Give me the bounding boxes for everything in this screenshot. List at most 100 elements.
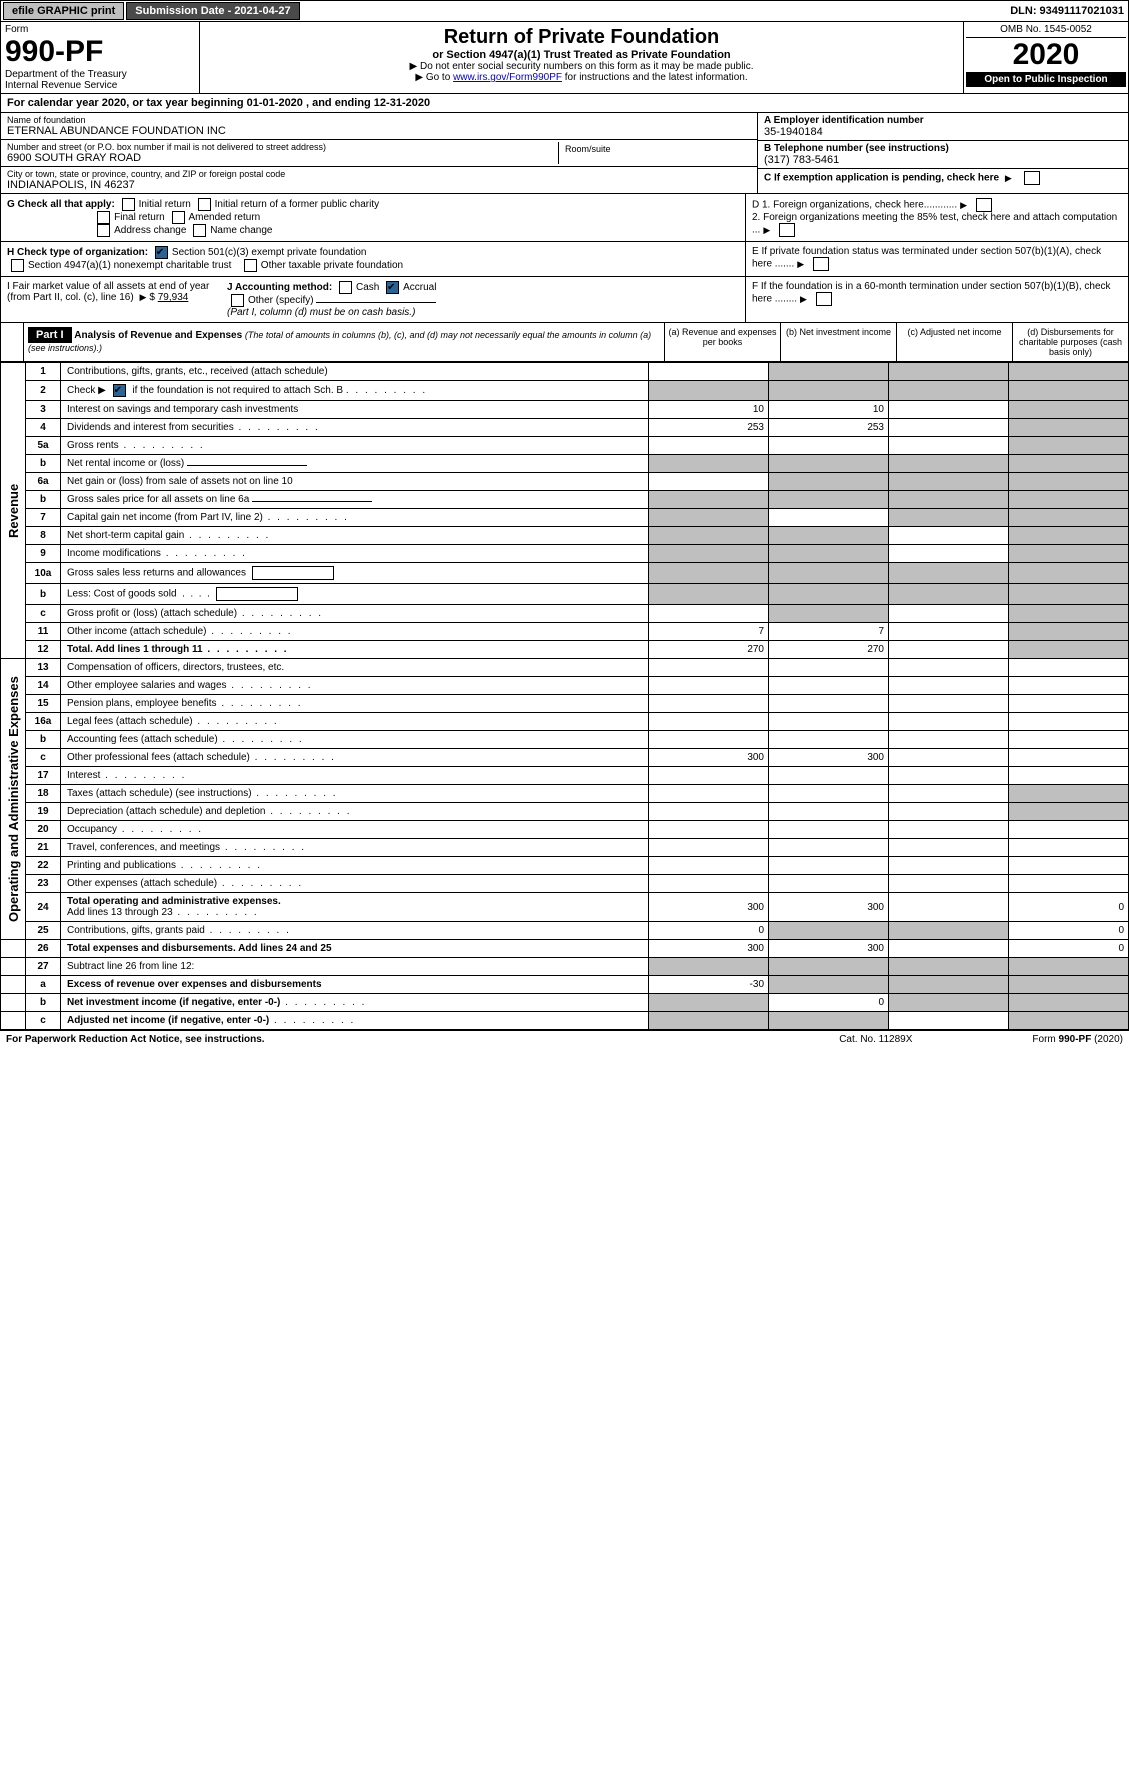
g-address-checkbox[interactable] — [97, 224, 110, 237]
line-desc: Gross sales price for all assets on line… — [61, 491, 649, 509]
j-cash-checkbox[interactable] — [339, 281, 352, 294]
city-label: City or town, state or province, country… — [7, 169, 751, 179]
note2: ▶ Go to www.irs.gov/Form990PF for instru… — [204, 72, 959, 83]
h2-checkbox[interactable] — [11, 259, 24, 272]
revenue-side-label: Revenue — [1, 363, 26, 659]
col-d-header: (d) Disbursements for charitable purpose… — [1012, 323, 1128, 361]
table-row: Operating and Administrative Expenses 13… — [1, 659, 1129, 677]
submission-button[interactable]: Submission Date - 2021-04-27 — [126, 2, 299, 20]
c-checkbox[interactable] — [1024, 171, 1040, 185]
line-num: 7 — [26, 509, 61, 527]
table-row: 25 Contributions, gifts, grants paid 0 0 — [1, 922, 1129, 940]
line-desc: Gross profit or (loss) (attach schedule) — [61, 605, 649, 623]
form-title: Return of Private Foundation — [204, 26, 959, 49]
name-cell: Name of foundation ETERNAL ABUNDANCE FOU… — [1, 113, 757, 140]
cell-val: 270 — [769, 641, 889, 659]
arrow-icon — [760, 225, 773, 236]
line-desc: Total operating and administrative expen… — [61, 893, 649, 922]
g-amended-checkbox[interactable] — [172, 211, 185, 224]
table-row: 18 Taxes (attach schedule) (see instruct… — [1, 785, 1129, 803]
line-desc: Capital gain net income (from Part IV, l… — [61, 509, 649, 527]
l10b-box[interactable] — [216, 587, 298, 601]
e-checkbox[interactable] — [813, 257, 829, 271]
city-cell: City or town, state or province, country… — [1, 167, 757, 193]
name-label: Name of foundation — [7, 115, 751, 125]
arrow-icon — [957, 200, 970, 211]
header-left: Form 990-PF Department of the Treasury I… — [1, 22, 200, 93]
line-desc: Less: Cost of goods sold . . . . — [61, 584, 649, 605]
form-subtitle: or Section 4947(a)(1) Trust Treated as P… — [204, 49, 959, 61]
line-num: 6a — [26, 473, 61, 491]
part1-title: Analysis of Revenue and Expenses — [74, 330, 242, 341]
line-num: 16a — [26, 713, 61, 731]
g-initial-checkbox[interactable] — [122, 198, 135, 211]
cell-val: 0 — [649, 922, 769, 940]
addr-label: Number and street (or P.O. box number if… — [7, 142, 558, 152]
efile-button[interactable]: efile GRAPHIC print — [3, 2, 124, 20]
h1-checkbox[interactable]: ✔ — [155, 246, 168, 259]
line-desc: Excess of revenue over expenses and disb… — [61, 976, 649, 994]
l5b-input[interactable] — [187, 465, 307, 466]
line-num: a — [26, 976, 61, 994]
phone-label: B Telephone number (see instructions) — [764, 143, 1122, 154]
j-other-input[interactable] — [316, 302, 436, 303]
open-public: Open to Public Inspection — [966, 72, 1126, 87]
cell-val: 300 — [769, 893, 889, 922]
ein-value: 35-1940184 — [764, 126, 1122, 138]
line-desc: Gross rents — [61, 437, 649, 455]
j-note: (Part I, column (d) must be on cash basi… — [227, 307, 415, 318]
g2: Initial return of a former public charit… — [215, 199, 380, 210]
d1-checkbox[interactable] — [976, 198, 992, 212]
line-desc: Accounting fees (attach schedule) — [61, 731, 649, 749]
col-b-header: (b) Net investment income — [780, 323, 896, 361]
omb-number: OMB No. 1545-0052 — [966, 24, 1126, 38]
h3-checkbox[interactable] — [244, 259, 257, 272]
header-right: OMB No. 1545-0052 2020 Open to Public In… — [963, 22, 1128, 93]
j-accrual-checkbox[interactable]: ✔ — [386, 281, 399, 294]
line-num: 3 — [26, 401, 61, 419]
cell-val: 10 — [769, 401, 889, 419]
footer-right: Form 990-PF (2020) — [1032, 1034, 1123, 1045]
line-desc: Net short-term capital gain — [61, 527, 649, 545]
line-num: 17 — [26, 767, 61, 785]
line-num: 9 — [26, 545, 61, 563]
line-num: 15 — [26, 695, 61, 713]
footer-left: For Paperwork Reduction Act Notice, see … — [6, 1034, 265, 1045]
l2-checkbox[interactable]: ✔ — [113, 384, 126, 397]
ein-cell: A Employer identification number 35-1940… — [758, 113, 1128, 141]
l6b-input[interactable] — [252, 501, 372, 502]
line-desc: Net rental income or (loss) — [61, 455, 649, 473]
line-num: c — [26, 605, 61, 623]
line-num: 18 — [26, 785, 61, 803]
g5: Address change — [114, 225, 186, 236]
f-checkbox[interactable] — [816, 292, 832, 306]
note1: ▶ Do not enter social security numbers o… — [204, 61, 959, 72]
g-final-checkbox[interactable] — [97, 211, 110, 224]
table-row: 5a Gross rents — [1, 437, 1129, 455]
header-center: Return of Private Foundation or Section … — [200, 22, 963, 93]
phone-value: (317) 783-5461 — [764, 154, 1122, 166]
line-desc: Total expenses and disbursements. Add li… — [61, 940, 649, 958]
l10a-box[interactable] — [252, 566, 334, 580]
table-row: b Net rental income or (loss) — [1, 455, 1129, 473]
table-row: 14 Other employee salaries and wages — [1, 677, 1129, 695]
arrow-icon — [797, 294, 810, 305]
table-row: b Less: Cost of goods sold . . . . — [1, 584, 1129, 605]
table-row: 9 Income modifications — [1, 545, 1129, 563]
table-row: 3 Interest on savings and temporary cash… — [1, 401, 1129, 419]
cell-val: 270 — [649, 641, 769, 659]
table-row: 24 Total operating and administrative ex… — [1, 893, 1129, 922]
irs-link[interactable]: www.irs.gov/Form990PF — [453, 72, 562, 83]
line-desc: Net investment income (if negative, ente… — [61, 994, 649, 1012]
table-row: 21 Travel, conferences, and meetings — [1, 839, 1129, 857]
line-num: 1 — [26, 363, 61, 381]
line-num: 11 — [26, 623, 61, 641]
d2-checkbox[interactable] — [779, 223, 795, 237]
table-row: 6a Net gain or (loss) from sale of asset… — [1, 473, 1129, 491]
g-initial-former-checkbox[interactable] — [198, 198, 211, 211]
j-other-checkbox[interactable] — [231, 294, 244, 307]
g-name-checkbox[interactable] — [193, 224, 206, 237]
line-num: 5a — [26, 437, 61, 455]
h2: Section 4947(a)(1) nonexempt charitable … — [28, 260, 231, 271]
table-row: b Gross sales price for all assets on li… — [1, 491, 1129, 509]
